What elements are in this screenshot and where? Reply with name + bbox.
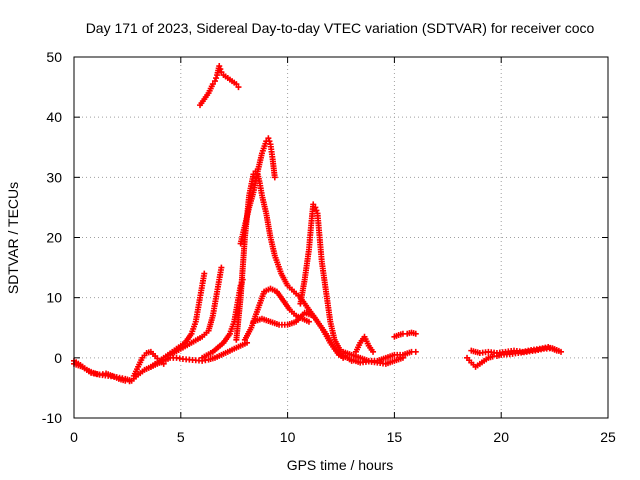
y-tick-label: -10 xyxy=(42,410,62,426)
data-point xyxy=(370,348,377,355)
series-peak-36 xyxy=(237,135,278,247)
series-peak-25 xyxy=(297,201,355,364)
data-point xyxy=(271,174,278,181)
x-tick-label: 10 xyxy=(280,429,296,445)
series-seg-13-5 xyxy=(352,333,377,355)
y-axis-label: SDTVAR / TECUs xyxy=(5,182,21,294)
data-point xyxy=(312,204,319,211)
y-tick-label: 40 xyxy=(46,109,62,125)
data-point xyxy=(211,78,218,85)
data-point xyxy=(412,348,419,355)
x-tick-label: 15 xyxy=(387,429,403,445)
y-tick-label: 20 xyxy=(46,230,62,246)
data-point xyxy=(553,347,560,354)
data-point xyxy=(558,348,565,355)
data-point-fill xyxy=(313,207,320,214)
data-marks xyxy=(71,63,565,385)
data-point xyxy=(265,135,272,142)
data-point-fill xyxy=(213,75,220,82)
data-point xyxy=(310,201,317,208)
series-seg-15-8 xyxy=(391,329,419,340)
data-point xyxy=(160,360,167,367)
data-point xyxy=(244,339,251,346)
data-point-fill xyxy=(266,138,273,145)
series-rise-a xyxy=(147,270,208,370)
x-tick-label: 25 xyxy=(600,429,616,445)
grid-lines xyxy=(74,57,608,418)
x-tick-label: 0 xyxy=(70,429,78,445)
series-hump-3h xyxy=(130,348,167,379)
data-point xyxy=(399,354,406,361)
series-bump-11 xyxy=(241,285,312,343)
data-point xyxy=(216,63,223,70)
y-tick-label: 10 xyxy=(46,290,62,306)
series-arc-top xyxy=(197,63,242,109)
series-late-seg-b xyxy=(468,344,560,357)
data-point xyxy=(218,264,225,271)
x-tick-label: 20 xyxy=(493,429,509,445)
data-point xyxy=(209,81,216,88)
x-axis-label: GPS time / hours xyxy=(287,457,394,473)
series-plateau-6 xyxy=(250,309,351,361)
data-point xyxy=(305,318,312,325)
data-point xyxy=(126,378,133,385)
y-tick-label: 50 xyxy=(46,49,62,65)
chart-title: Day 171 of 2023, Sidereal Day-to-day VTE… xyxy=(86,20,595,36)
data-point-fill xyxy=(217,66,224,73)
data-point xyxy=(235,84,242,91)
series-dip-early xyxy=(71,357,133,385)
data-point xyxy=(233,81,240,88)
data-point xyxy=(218,69,225,76)
x-tick-label: 5 xyxy=(177,429,185,445)
data-point xyxy=(201,270,208,277)
series-rise-b xyxy=(167,264,225,358)
axis-ticks: 0 5 10 15 20 25 -10 0 10 20 30 40 50 xyxy=(42,49,616,445)
y-tick-label: 30 xyxy=(46,169,62,185)
data-point xyxy=(412,330,419,337)
y-tick-label: 0 xyxy=(54,350,62,366)
series-tail-low xyxy=(348,354,406,367)
